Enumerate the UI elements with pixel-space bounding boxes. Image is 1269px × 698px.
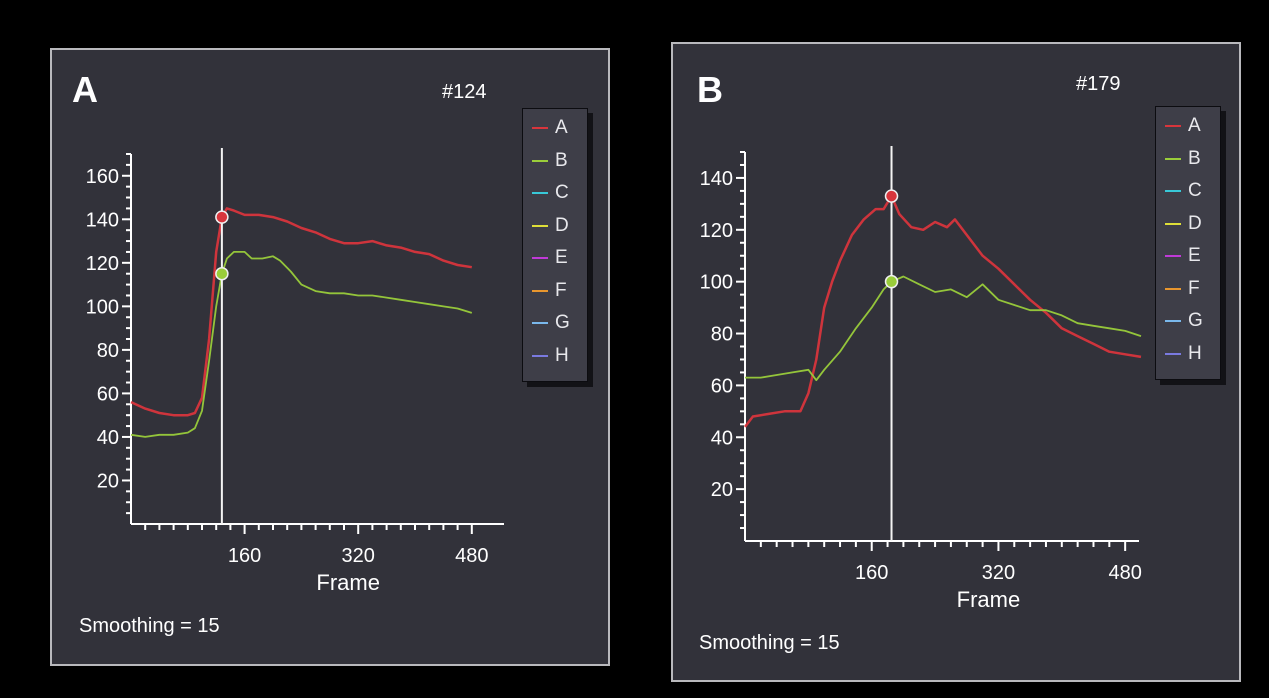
- legend-item-d: D: [523, 213, 587, 239]
- legend-item-a: A: [1156, 113, 1220, 139]
- series-line-b: [130, 250, 473, 438]
- legend-swatch: [532, 159, 548, 162]
- panel-letter: B: [697, 69, 723, 110]
- y-tick-label: 120: [86, 253, 119, 275]
- legend-label: C: [555, 182, 569, 203]
- x-tick-label: 160: [228, 545, 261, 567]
- y-tick-label: 100: [86, 296, 119, 318]
- series-line-a: [744, 194, 1142, 428]
- panel-id: #179: [1076, 73, 1121, 95]
- legend-swatch: [532, 224, 548, 227]
- legend-swatch: [1165, 125, 1181, 127]
- cursor-marker-a: [215, 210, 229, 224]
- legend-item-e: E: [1156, 243, 1220, 269]
- cursor-marker-a: [884, 189, 899, 203]
- legend-item-f: F: [523, 278, 587, 304]
- legend-label: C: [1188, 180, 1202, 201]
- x-tick-label: 480: [455, 545, 488, 567]
- line-chart-b: 160 320 480 Frame 20 40 60 80 100 120 140: [700, 146, 1142, 612]
- panel-letter: A: [72, 69, 98, 110]
- legend-item-b: B: [523, 148, 587, 174]
- x-tick-label: 320: [982, 562, 1015, 584]
- y-tick-label: 160: [86, 166, 119, 188]
- legend-item-f: F: [1156, 276, 1220, 302]
- legend-label: A: [555, 117, 568, 138]
- line-chart-a: 160 320 480 Frame 20 40 60 80 100 120 140 160: [86, 148, 504, 595]
- panel-b: B #179 160 320 480 Frame 20 40 60 80 100 120 140 A…: [671, 42, 1241, 682]
- legend-swatch: [532, 257, 548, 259]
- y-tick-label: 60: [97, 383, 119, 405]
- x-tick-label: 160: [855, 562, 888, 584]
- legend-label: A: [1188, 115, 1201, 136]
- legend-swatch: [532, 354, 548, 357]
- legend-item-b: B: [1156, 146, 1220, 172]
- legend-swatch: [1165, 157, 1181, 160]
- legend-swatch: [1165, 320, 1181, 322]
- legend-item-g: G: [523, 310, 587, 336]
- y-tick-label: 20: [97, 470, 119, 492]
- legend-item-g: G: [1156, 308, 1220, 334]
- legend-item-a: A: [523, 115, 587, 141]
- legend-label: E: [1188, 245, 1201, 266]
- cursor-marker-b: [884, 274, 899, 289]
- legend-label: D: [555, 214, 569, 236]
- y-tick-label: 60: [711, 375, 733, 397]
- smoothing-label: Smoothing = 15: [699, 632, 840, 654]
- y-tick-label: 80: [97, 340, 119, 362]
- legend-swatch: [1165, 190, 1181, 192]
- legend-swatch: [532, 127, 548, 129]
- legend-label: H: [1188, 342, 1202, 364]
- legend-label: B: [1188, 147, 1201, 169]
- legend-item-h: H: [523, 343, 587, 369]
- legend-swatch: [1165, 352, 1181, 355]
- y-tick-label: 140: [86, 209, 119, 231]
- y-tick-label: 120: [700, 220, 733, 242]
- x-tick-label: 480: [1108, 562, 1141, 584]
- y-tick-label: 80: [711, 324, 733, 346]
- legend-item-c: C: [523, 180, 587, 206]
- legend-item-e: E: [523, 245, 587, 271]
- legend-swatch: [532, 192, 548, 194]
- panel-a: A #124 160 320 480 Frame 20 40 60 80 100 120 140 16…: [50, 48, 610, 666]
- legend-label: G: [1188, 310, 1203, 331]
- y-tick-label: 100: [700, 272, 733, 294]
- y-tick-label: 40: [711, 427, 733, 449]
- legend-swatch: [1165, 287, 1181, 290]
- x-tick-label: 320: [342, 545, 375, 567]
- series-line-a: [130, 207, 472, 417]
- series-line-b: [745, 275, 1142, 382]
- legend-swatch: [532, 322, 548, 324]
- legend-label: G: [555, 312, 570, 333]
- cursor-marker-b: [215, 266, 229, 281]
- legend-swatch: [1165, 222, 1181, 225]
- panel-id: #124: [442, 81, 487, 103]
- legend-label: D: [1188, 212, 1202, 234]
- x-axis-label: Frame: [316, 570, 380, 595]
- y-tick-label: 20: [711, 479, 733, 501]
- legend-item-h: H: [1156, 341, 1220, 367]
- smoothing-label: Smoothing = 15: [79, 615, 220, 637]
- legend-label: E: [555, 247, 568, 268]
- legend-label: B: [555, 149, 568, 171]
- legend-swatch: [1165, 255, 1181, 257]
- legend-label: H: [555, 344, 569, 366]
- legend-label: F: [1188, 277, 1200, 299]
- legend-item-c: C: [1156, 178, 1220, 204]
- y-tick-label: 40: [97, 427, 119, 449]
- legend-label: F: [555, 279, 567, 301]
- legend-item-d: D: [1156, 211, 1220, 237]
- figure-frame: A #124 160 320 480 Frame 20 40 60 80 100 120 140 16…: [6, 6, 1263, 692]
- legend-swatch: [532, 289, 548, 292]
- x-axis-label: Frame: [957, 587, 1021, 612]
- y-tick-label: 140: [700, 168, 733, 190]
